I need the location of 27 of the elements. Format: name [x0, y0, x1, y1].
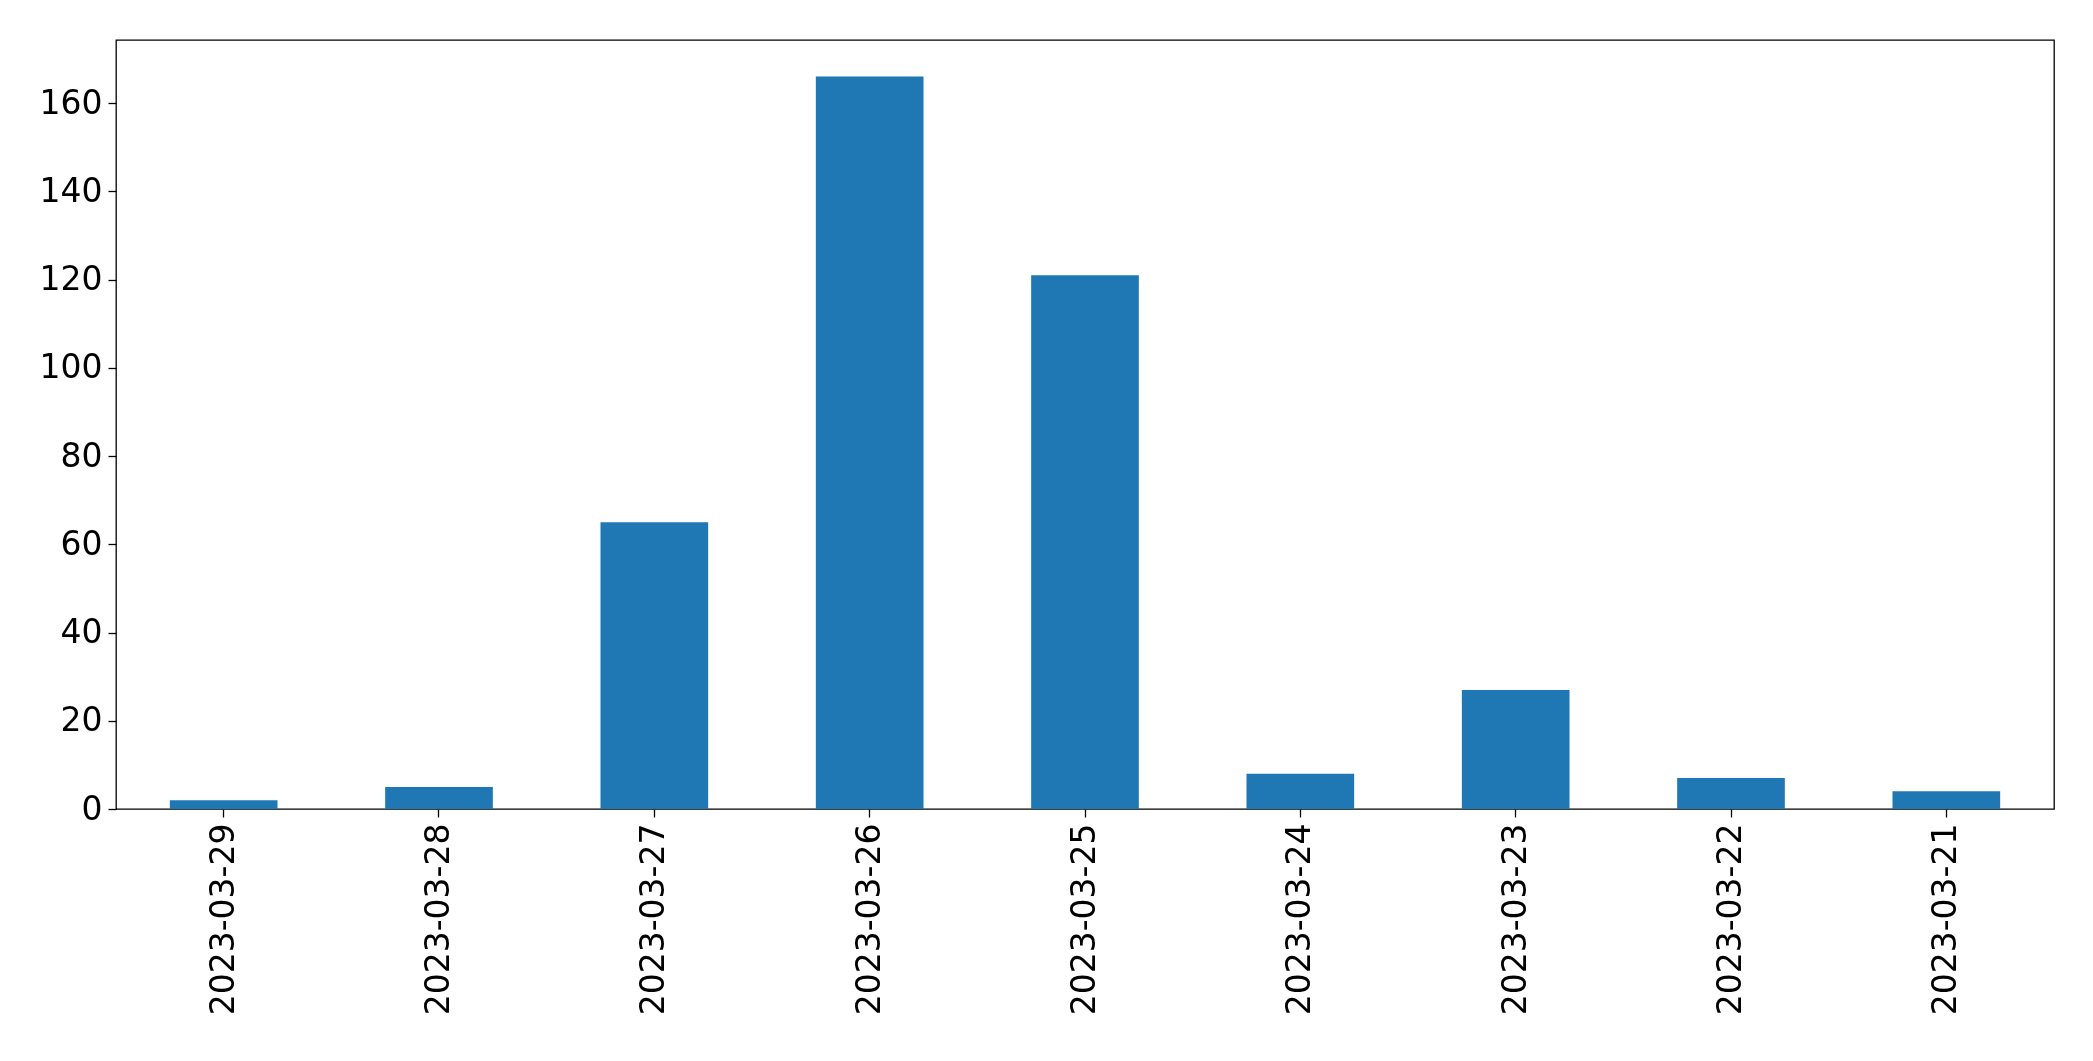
y-tick-label: 120: [39, 259, 103, 299]
y-tick-label: 100: [39, 347, 103, 387]
bar: [1246, 773, 1355, 809]
bar: [1677, 778, 1785, 809]
x-tick-label: 2023-03-28: [418, 823, 457, 1016]
y-tick-label: 160: [39, 82, 103, 122]
bar: [1892, 791, 2001, 809]
y-tick-label: 140: [39, 170, 103, 210]
y-tick-label: 80: [60, 435, 103, 475]
x-tick-label: 2023-03-29: [202, 823, 242, 1016]
x-tick-label: 2023-03-24: [1279, 823, 1319, 1016]
x-tick-label: 2023-03-25: [1064, 823, 1103, 1016]
x-tick-label: 2023-03-22: [1710, 823, 1749, 1016]
x-tick-label: 2023-03-21: [1925, 823, 1965, 1016]
y-tick-label: 40: [60, 612, 103, 652]
y-tick-label: 0: [81, 788, 103, 828]
bar: [169, 800, 278, 809]
x-tick-label: 2023-03-26: [848, 823, 888, 1016]
bar: [600, 522, 709, 809]
x-tick-label: 2023-03-27: [633, 823, 673, 1016]
bar: [815, 76, 924, 809]
x-tick-label: 2023-03-23: [1494, 823, 1534, 1016]
y-tick-label: 20: [60, 700, 103, 740]
y-tick-label: 60: [60, 523, 103, 563]
bar: [1461, 689, 1570, 809]
bar: [1031, 275, 1139, 809]
bar: [385, 786, 493, 809]
